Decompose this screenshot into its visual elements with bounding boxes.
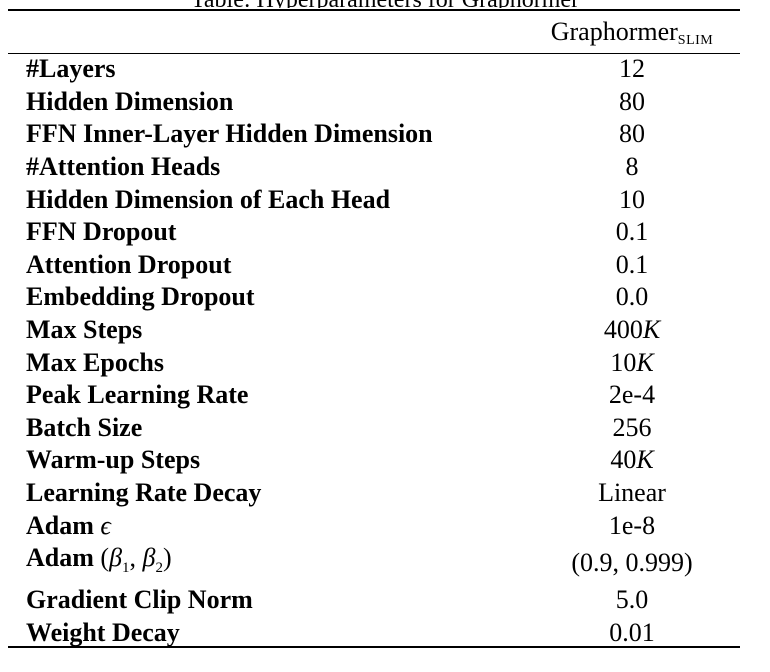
beta-symbol: β [142, 542, 156, 572]
model-subscript: SLIM [677, 33, 714, 48]
param-name: Learning Rate Decay [26, 478, 262, 508]
param-name: Peak Learning Rate [26, 380, 249, 410]
param-value: 12 [619, 54, 645, 84]
table-row: Attention Dropout 0.1 [26, 249, 756, 282]
table-row: Learning Rate Decay Linear [26, 477, 756, 510]
param-name: Max Epochs [26, 347, 164, 377]
param-value: 80 [619, 86, 645, 116]
param-value: 1e-8 [608, 510, 656, 540]
param-value: 8 [625, 152, 639, 182]
param-value: 10 [619, 184, 645, 214]
param-name: Hidden Dimension of Each Head [26, 184, 391, 214]
table-row: Warm-up Steps 40K [26, 444, 756, 477]
header-rule [8, 53, 740, 54]
table-row: Weight Decay 0.01 [26, 617, 756, 650]
table-row: Max Steps 400K [26, 314, 756, 347]
param-value: 5.0 [615, 585, 649, 615]
table-row: Adam ϵ 1e-8 [26, 509, 756, 542]
table-row: FFN Dropout 0.1 [26, 216, 756, 249]
param-name: Attention Dropout [26, 249, 232, 279]
value-unit: K [636, 445, 654, 475]
table-row: Max Epochs 10K [26, 346, 756, 379]
value-number: 40 [610, 445, 637, 475]
top-rule [8, 9, 740, 11]
param-name: #Layers [26, 54, 116, 84]
table-caption: Table: Hyperparameters for Graphormer [0, 0, 770, 8]
beta-subscript: 2 [155, 560, 163, 577]
table-row: Adam (β1, β2) (0.9, 0.999) [26, 542, 756, 584]
param-name: Adam (β1, β2) [26, 542, 508, 584]
beta-subscript: 1 [122, 560, 130, 577]
table-row: Gradient Clip Norm 5.0 [26, 584, 756, 617]
param-text: Adam [26, 542, 94, 572]
param-name: Embedding Dropout [26, 282, 255, 312]
param-text: Adam [26, 510, 94, 540]
param-value: 10K [508, 346, 756, 379]
param-name: #Attention Heads [26, 152, 221, 182]
param-name: Batch Size [26, 412, 143, 442]
hyperparameter-table: #Layers 12 Hidden Dimension 80 FFN Inner-L… [26, 53, 756, 649]
table-row: Batch Size 256 [26, 412, 756, 445]
param-value: 2e-4 [608, 380, 656, 410]
param-name: FFN Dropout [26, 217, 177, 247]
value-unit: K [642, 315, 661, 345]
param-value: (0.9, 0.999) [571, 548, 693, 577]
table-row: Embedding Dropout 0.0 [26, 281, 756, 314]
param-name: Max Steps [26, 315, 143, 345]
param-value: Linear [598, 478, 666, 508]
param-name: Weight Decay [26, 617, 180, 647]
param-value: 80 [619, 119, 645, 149]
param-value: 400K [508, 314, 756, 347]
table-row: Hidden Dimension 80 [26, 86, 756, 119]
value-number: 400 [603, 315, 643, 345]
beta-pair: (β1, β2) [100, 542, 172, 577]
bottom-rule [8, 646, 740, 648]
value-unit: K [636, 347, 654, 377]
param-name: Hidden Dimension [26, 86, 234, 116]
param-value: 256 [612, 412, 652, 442]
table-row: FFN Inner-Layer Hidden Dimension 80 [26, 118, 756, 151]
param-value: 0.1 [615, 249, 649, 279]
param-value: 0.0 [615, 282, 649, 312]
column-header: GraphormerSLIM [508, 14, 756, 59]
table-row: Hidden Dimension of Each Head 10 [26, 183, 756, 216]
param-name: Gradient Clip Norm [26, 585, 253, 615]
param-name: Warm-up Steps [26, 445, 201, 475]
param-value: 40K [508, 444, 756, 477]
model-name: Graphormer [550, 17, 678, 46]
table-row: Peak Learning Rate 2e-4 [26, 379, 756, 412]
param-name: FFN Inner-Layer Hidden Dimension [26, 119, 433, 149]
beta-symbol: β [109, 542, 123, 572]
table-row: #Attention Heads 8 [26, 151, 756, 184]
param-name: Adam ϵ [26, 509, 508, 542]
param-value: 0.01 [609, 617, 655, 647]
value-number: 10 [610, 347, 637, 377]
table-row: #Layers 12 [26, 53, 756, 86]
param-value: 0.1 [615, 217, 649, 247]
epsilon-symbol: ϵ [100, 510, 111, 540]
